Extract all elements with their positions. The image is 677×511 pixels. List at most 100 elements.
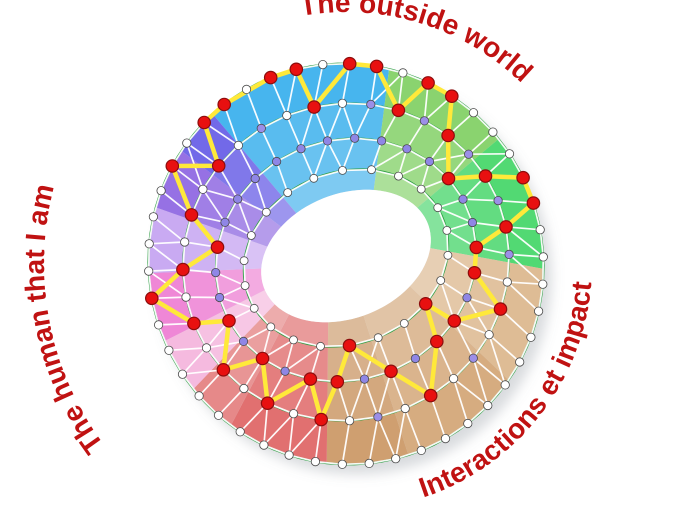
graph-node[interactable] [402, 144, 412, 154]
selected-node[interactable] [210, 240, 225, 254]
graph-node[interactable] [259, 440, 269, 450]
selected-node[interactable] [217, 97, 231, 112]
graph-node[interactable] [373, 412, 383, 422]
sector-4[interactable] [363, 286, 509, 456]
sector-11[interactable] [155, 150, 282, 247]
selected-node[interactable] [255, 351, 270, 366]
graph-node[interactable] [467, 217, 477, 228]
selected-node[interactable] [216, 362, 231, 377]
graph-node[interactable] [463, 418, 473, 429]
selected-node[interactable] [441, 128, 455, 143]
selected-node[interactable] [330, 374, 345, 389]
graph-node[interactable] [164, 345, 174, 355]
graph-node[interactable] [416, 445, 426, 455]
selected-node[interactable] [342, 56, 357, 71]
graph-node[interactable] [283, 188, 293, 198]
graph-node[interactable] [261, 207, 271, 217]
graph-node[interactable] [288, 409, 299, 419]
selected-node[interactable] [222, 313, 236, 328]
graph-node[interactable] [419, 116, 429, 126]
graph-node[interactable] [238, 336, 249, 346]
graph-node[interactable] [213, 410, 224, 420]
selected-node[interactable] [478, 169, 493, 183]
graph-node[interactable] [484, 330, 494, 340]
graph-node[interactable] [182, 138, 192, 148]
selected-node[interactable] [197, 115, 211, 130]
selected-node[interactable] [516, 170, 530, 185]
selected-node[interactable] [391, 103, 406, 118]
graph-node[interactable] [233, 194, 243, 204]
graph-node[interactable] [246, 231, 256, 240]
graph-node[interactable] [462, 293, 472, 303]
selected-node[interactable] [418, 296, 433, 311]
graph-node[interactable] [338, 165, 347, 175]
graph-node[interactable] [410, 353, 420, 364]
graph-node[interactable] [526, 332, 536, 342]
graph-node[interactable] [266, 322, 276, 332]
graph-node[interactable] [359, 374, 370, 384]
graph-node[interactable] [256, 123, 266, 133]
selected-node[interactable] [176, 262, 190, 277]
graph-node[interactable] [250, 173, 260, 184]
graph-node[interactable] [318, 59, 328, 70]
selected-node[interactable] [289, 62, 304, 77]
selected-node[interactable] [423, 388, 438, 403]
graph-node[interactable] [398, 68, 408, 78]
graph-node[interactable] [391, 454, 401, 464]
graph-node[interactable] [282, 110, 292, 121]
selected-node[interactable] [493, 302, 508, 316]
graph-node[interactable] [181, 292, 191, 302]
graph-node[interactable] [376, 136, 387, 146]
graph-node[interactable] [483, 400, 493, 411]
sector-2[interactable] [417, 138, 544, 269]
selected-node[interactable] [467, 265, 482, 280]
selected-node[interactable] [307, 100, 321, 114]
graph-node[interactable] [198, 184, 208, 194]
graph-node[interactable] [515, 357, 525, 367]
selected-node[interactable] [369, 59, 384, 74]
graph-node[interactable] [240, 281, 250, 291]
graph-node[interactable] [416, 184, 426, 194]
graph-node[interactable] [337, 98, 347, 108]
graph-node[interactable] [443, 250, 453, 260]
graph-node[interactable] [180, 237, 190, 247]
graph-node[interactable] [468, 108, 479, 118]
graph-node[interactable] [366, 99, 376, 110]
selected-node[interactable] [421, 76, 435, 90]
selected-node[interactable] [314, 412, 328, 427]
graph-node[interactable] [239, 256, 249, 266]
graph-node[interactable] [364, 458, 374, 468]
graph-node[interactable] [211, 267, 221, 278]
graph-node[interactable] [463, 149, 474, 159]
graph-node[interactable] [504, 249, 514, 259]
graph-node[interactable] [538, 279, 548, 289]
graph-node[interactable] [215, 292, 225, 303]
selected-node[interactable] [526, 196, 541, 210]
selected-node[interactable] [303, 372, 318, 386]
graph-node[interactable] [350, 133, 360, 143]
graph-node[interactable] [440, 433, 451, 444]
graph-node[interactable] [316, 341, 325, 351]
selected-node[interactable] [145, 291, 159, 306]
graph-node[interactable] [533, 306, 544, 316]
graph-node[interactable] [436, 276, 446, 285]
graph-node[interactable] [442, 225, 452, 235]
graph-node[interactable] [235, 427, 245, 437]
selected-node[interactable] [184, 208, 199, 222]
graph-node[interactable] [310, 456, 320, 467]
graph-node[interactable] [194, 391, 204, 401]
graph-node[interactable] [177, 369, 188, 379]
selected-node[interactable] [429, 334, 444, 349]
graph-node[interactable] [309, 173, 319, 183]
graph-node[interactable] [399, 318, 409, 328]
selected-node[interactable] [469, 240, 484, 255]
graph-node[interactable] [220, 217, 230, 227]
selected-node[interactable] [444, 89, 459, 103]
graph-node[interactable] [337, 459, 347, 469]
selected-node[interactable] [342, 338, 357, 353]
graph-node[interactable] [468, 353, 478, 363]
graph-node[interactable] [367, 165, 376, 175]
graph-node[interactable] [241, 84, 252, 95]
graph-node[interactable] [502, 277, 512, 287]
selected-node[interactable] [499, 220, 513, 234]
